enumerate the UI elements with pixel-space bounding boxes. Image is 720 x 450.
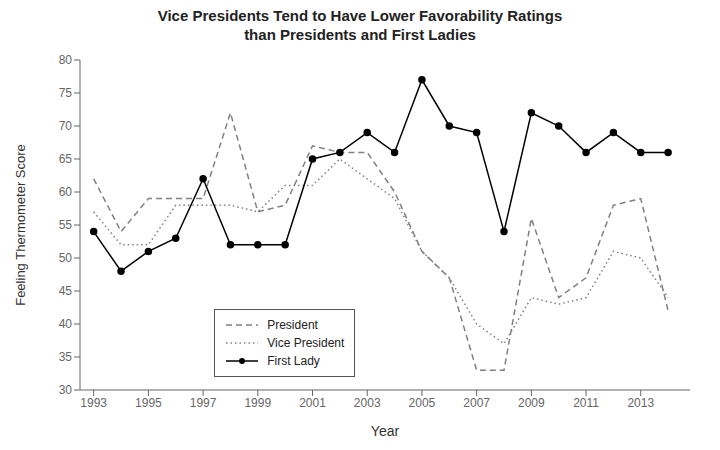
html-text:Vice Presidents Tend to Have L: Vice Presidents Tend to Have Lower Favor… bbox=[157, 7, 563, 24]
svg-text:75: 75 bbox=[59, 86, 73, 100]
svg-text:2011: 2011 bbox=[573, 396, 599, 410]
svg-text:Year: Year bbox=[371, 423, 400, 439]
svg-text:70: 70 bbox=[59, 119, 73, 133]
svg-text:1995: 1995 bbox=[135, 396, 162, 410]
html-text:Vice President: Vice President bbox=[267, 335, 345, 350]
svg-text:30: 30 bbox=[59, 383, 73, 397]
svg-text:60: 60 bbox=[59, 185, 73, 199]
svg-text:1993: 1993 bbox=[80, 396, 107, 410]
html-text:than Presidents and First Ladi: than Presidents and First Ladies bbox=[244, 26, 476, 43]
html-text:President: President bbox=[267, 317, 318, 332]
svg-text:65: 65 bbox=[59, 152, 73, 166]
svg-text:2013: 2013 bbox=[627, 396, 654, 410]
svg-text:Feeling Thermometer Score: Feeling Thermometer Score bbox=[13, 144, 28, 306]
svg-text:40: 40 bbox=[59, 317, 73, 331]
svg-text:2001: 2001 bbox=[299, 396, 326, 410]
svg-text:2003: 2003 bbox=[354, 396, 381, 410]
svg-text:35: 35 bbox=[59, 350, 73, 364]
html-text:First Lady: First Lady bbox=[267, 353, 320, 368]
svg-text:1997: 1997 bbox=[190, 396, 217, 410]
svg-text:50: 50 bbox=[59, 251, 73, 265]
svg-text:2005: 2005 bbox=[409, 396, 436, 410]
svg-text:80: 80 bbox=[59, 53, 73, 67]
svg-text:45: 45 bbox=[59, 284, 73, 298]
svg-text:2009: 2009 bbox=[518, 396, 545, 410]
svg-text:1999: 1999 bbox=[244, 396, 271, 410]
svg-text:2007: 2007 bbox=[463, 396, 490, 410]
svg-text:55: 55 bbox=[59, 218, 73, 232]
